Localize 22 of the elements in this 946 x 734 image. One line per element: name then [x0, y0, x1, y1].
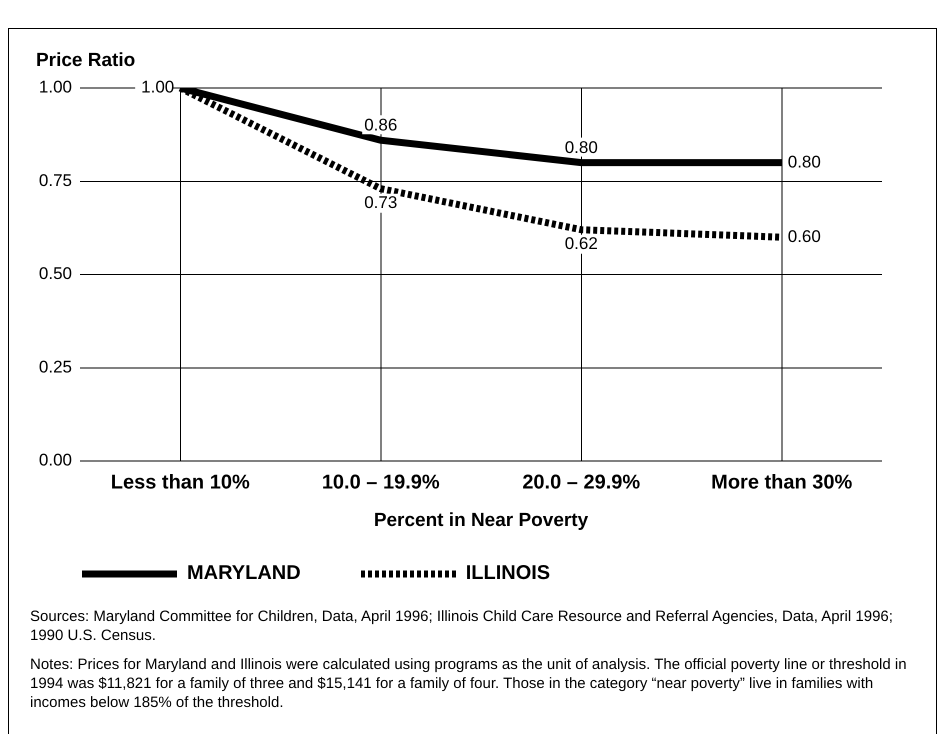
data-label: 0.73: [364, 192, 398, 212]
x-tick-label: Less than 10%: [110, 472, 250, 494]
legend-label: ILLINOIS: [466, 562, 550, 585]
source-note: Sources: Maryland Committee for Children, Data, April 1996; Illinois Child Care Resource and Referral Agencies, Data, April 1996; 1990 U.S. Census.: [30, 607, 894, 645]
x-tick-label: 20.0 – 29.9%: [522, 472, 640, 494]
y-tick-label: 0.00: [38, 450, 72, 470]
data-label: 0.86: [364, 115, 398, 134]
data-label: 0.80: [788, 152, 821, 172]
legend-label: MARYLAND: [187, 562, 301, 585]
y-tick-label: 1.00: [38, 78, 72, 97]
x-tick-label: 10.0 – 19.9%: [322, 472, 440, 494]
y-axis-title: Price Ratio: [36, 50, 136, 72]
text: Notes: Prices for Maryland and Illinois were calculated using programs as the unit of analysis. The official poverty line or threshold in 1994 was $11,821 for a family of three and $15,141 for a family of four. Those in the category “near poverty” live in families with incomes below 185% of the threshold.: [30, 655, 908, 712]
data-label: 0.80: [564, 138, 598, 157]
data-label: 0.62: [564, 234, 598, 253]
x-axis-title: Percent in Near Poverty: [372, 510, 590, 532]
data-label: 1.00: [141, 78, 174, 97]
y-tick-label: 0.50: [38, 264, 72, 284]
data-label: 0.60: [788, 226, 821, 246]
y-tick-label: 0.75: [38, 170, 72, 190]
x-tick-label: More than 30%: [711, 472, 853, 494]
y-tick-label: 0.25: [38, 357, 72, 376]
